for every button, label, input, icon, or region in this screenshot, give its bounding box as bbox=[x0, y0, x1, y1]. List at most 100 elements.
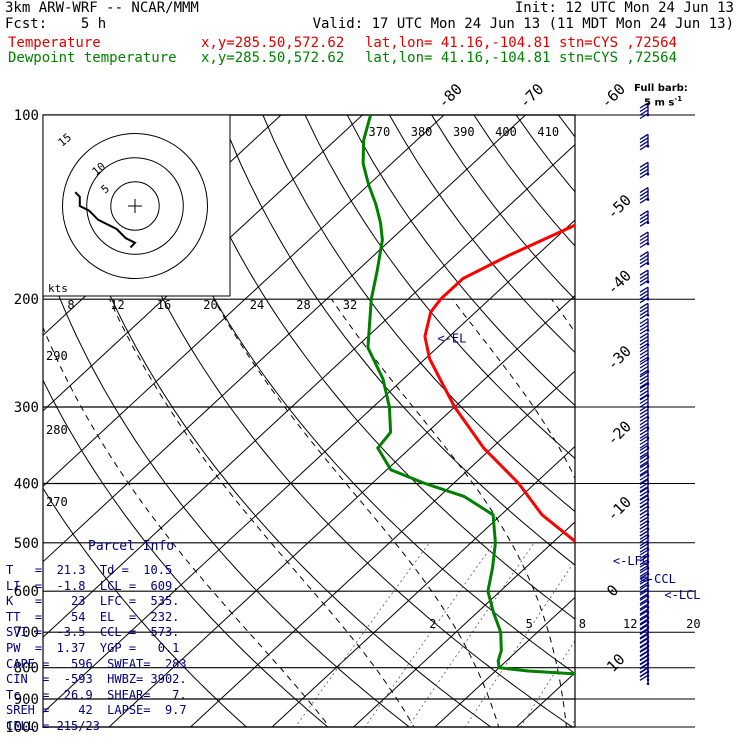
wind-barb-dot bbox=[646, 682, 650, 686]
pressure-tick-label: 200 bbox=[14, 292, 39, 308]
wind-barb-flag bbox=[639, 217, 649, 224]
wind-barb-flag bbox=[639, 490, 649, 497]
level-label-ccl: <-CCL bbox=[640, 572, 676, 586]
parcel-info-row: CAPE = 596 SWEAT= 283 bbox=[6, 656, 187, 671]
wind-barb-flag bbox=[639, 608, 649, 615]
wind-barb-flag bbox=[639, 137, 649, 144]
wind-barb-flag bbox=[639, 374, 649, 381]
wind-barb-flag bbox=[639, 371, 649, 378]
temperature-stn: stn=CYS ,72564 bbox=[559, 35, 678, 51]
wind-barb-flag bbox=[639, 293, 649, 300]
temperature-tick-label: -40 bbox=[603, 266, 635, 298]
wind-barb-flag bbox=[639, 594, 649, 601]
dewpoint-legend: Dewpoint temperature bbox=[8, 50, 177, 66]
wind-barb-flag bbox=[639, 442, 649, 449]
pressure-tick-label: 1000 bbox=[5, 720, 39, 736]
wind-barb-flag bbox=[639, 578, 649, 585]
temperature-line bbox=[423, 223, 575, 544]
wind-barb-flag bbox=[639, 494, 649, 501]
isotherm bbox=[108, 294, 575, 727]
wind-barb-flag bbox=[639, 276, 649, 283]
dry-adiabat bbox=[177, 115, 575, 620]
wind-barb-flag bbox=[639, 234, 649, 242]
moist-adiabat bbox=[43, 326, 331, 727]
wind-barb-flag bbox=[639, 567, 649, 574]
pressure-tick-label: 600 bbox=[14, 584, 39, 600]
inset-axis-label: 8 bbox=[67, 298, 74, 312]
mixing-ratio-label: 12 bbox=[623, 617, 637, 631]
hodograph-ring bbox=[110, 181, 160, 231]
wind-barb-dot bbox=[646, 242, 650, 246]
wind-barb-flag bbox=[639, 549, 649, 556]
wind-barb-flag bbox=[639, 523, 649, 530]
wind-barb-flag bbox=[639, 502, 649, 509]
wind-barb-flag bbox=[639, 408, 649, 415]
wind-barb-flag bbox=[639, 335, 649, 342]
wind-barb-flag bbox=[639, 381, 649, 388]
wind-barb-flag bbox=[639, 358, 649, 366]
parcel-info-title: Parcel Info bbox=[88, 539, 175, 554]
dewpoint-line bbox=[361, 115, 575, 676]
wind-barb-flag bbox=[639, 674, 649, 681]
wind-barb-flag bbox=[639, 598, 649, 605]
wind-barb-flag bbox=[639, 109, 649, 116]
wind-barb-flag bbox=[639, 486, 649, 493]
wind-barb-flag bbox=[639, 624, 649, 631]
pressure-tick-label: 500 bbox=[14, 536, 39, 552]
wind-barb-flag bbox=[639, 187, 649, 194]
wind-barb-flag bbox=[639, 194, 649, 201]
dry-adiabat bbox=[135, 115, 575, 675]
wind-barb-flag bbox=[639, 520, 649, 527]
isotherm bbox=[43, 115, 364, 412]
wind-barb-flag bbox=[639, 628, 649, 636]
wind-barb-flag bbox=[639, 317, 649, 325]
header-left-1: 3km ARW-WRF -- NCAR/MMM bbox=[5, 0, 199, 16]
wind-barb-flag bbox=[639, 637, 649, 644]
moist-adiabat bbox=[659, 299, 705, 740]
wind-barb-flag bbox=[639, 641, 649, 648]
wind-barb-flag bbox=[639, 397, 649, 405]
wind-barb-flag bbox=[639, 526, 649, 534]
dry-adiabat bbox=[388, 115, 575, 354]
wind-barb-flag bbox=[639, 462, 649, 469]
inset-axis-label: 12 bbox=[110, 298, 124, 312]
isotherm bbox=[189, 370, 575, 727]
wind-barb-flag bbox=[639, 133, 649, 140]
wind-barb-flag bbox=[639, 342, 649, 349]
wind-barb-flag bbox=[639, 530, 649, 537]
dry-adiabat bbox=[580, 87, 740, 740]
temperature-tick-label: 10 bbox=[603, 650, 629, 676]
parcel-info-row: PW = 1.37 YGP = 0.1 bbox=[6, 641, 180, 655]
wind-barb-flag bbox=[639, 297, 649, 304]
parcel-info-row: SVI = -3.5 CCL = 573. bbox=[6, 625, 180, 640]
wind-barb-flag bbox=[639, 633, 649, 640]
wind-barb-flag bbox=[639, 401, 649, 408]
wind-barb-flag bbox=[639, 637, 649, 645]
theta-label: 370 bbox=[369, 125, 391, 139]
wind-barb-flag bbox=[639, 352, 649, 360]
theta-label: 270 bbox=[46, 495, 68, 509]
wind-barb-flag bbox=[639, 613, 649, 620]
wind-barb-flag bbox=[639, 309, 649, 316]
wind-barb-dot bbox=[646, 113, 650, 117]
wind-barb-flag bbox=[639, 469, 649, 476]
wind-barb-flag bbox=[639, 197, 649, 204]
wind-barb-flag bbox=[639, 559, 649, 566]
barb-key-line2: 5 m s bbox=[644, 97, 675, 109]
wind-barb-flag bbox=[639, 290, 649, 297]
wind-barb-flag bbox=[639, 482, 649, 489]
wind-barb-flag bbox=[639, 533, 649, 540]
wind-barb-flag bbox=[639, 582, 649, 589]
wind-barb-flag bbox=[639, 603, 649, 610]
wind-barb-flag bbox=[639, 102, 649, 109]
dry-adiabat bbox=[304, 115, 575, 460]
wind-barb-flag bbox=[639, 362, 649, 369]
theta-label: 400 bbox=[495, 125, 517, 139]
wind-barb-flag bbox=[639, 238, 649, 245]
wind-barb-flag bbox=[639, 671, 649, 678]
dry-adiabat bbox=[661, 87, 740, 740]
wind-barb-flag bbox=[639, 339, 649, 346]
inset-axis-label: 20 bbox=[203, 298, 217, 312]
mixing-ratio-line bbox=[407, 542, 535, 727]
level-label-el: <-EL bbox=[437, 332, 466, 346]
